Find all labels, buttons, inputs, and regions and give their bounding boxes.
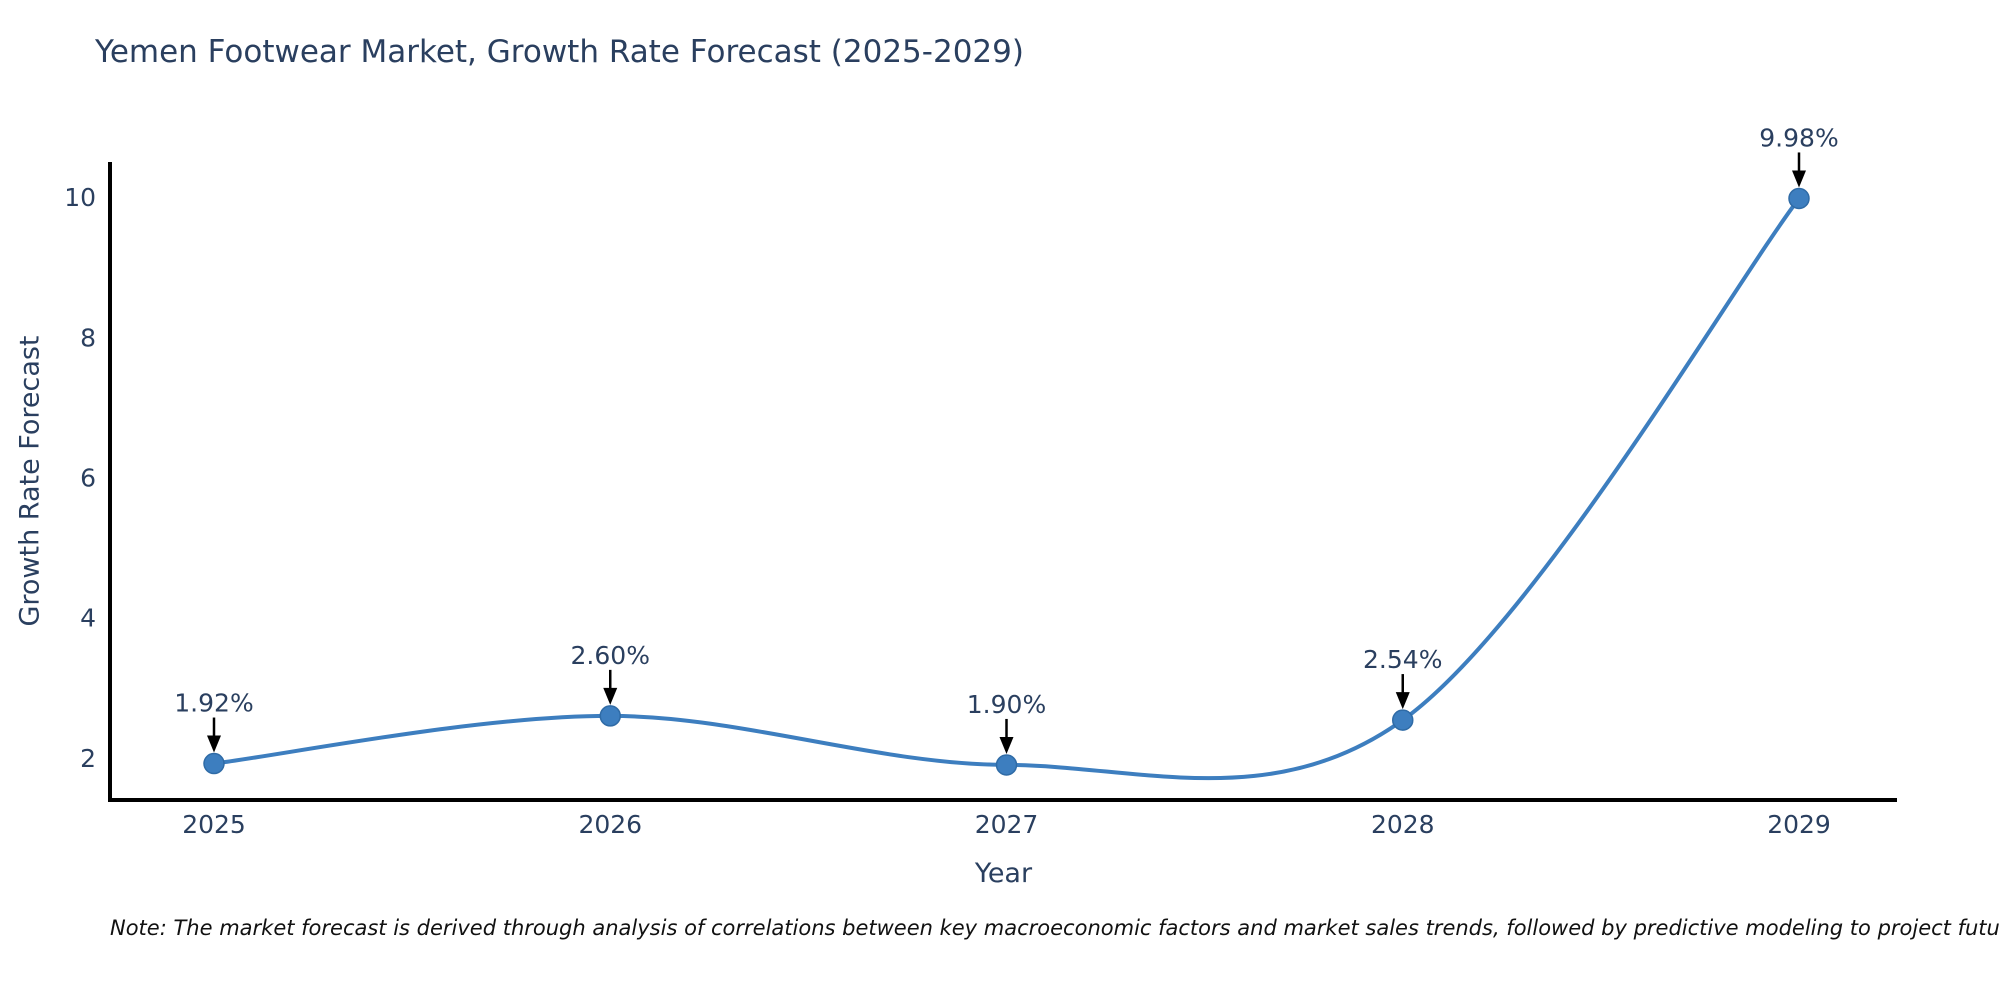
annotation-arrowhead-icon: [999, 736, 1014, 754]
data-point-marker[interactable]: [1392, 709, 1414, 731]
y-tick-label: 6: [80, 463, 96, 492]
y-tick-label: 4: [80, 604, 96, 633]
x-tick-label: 2026: [578, 810, 642, 839]
annotation-label: 2.60%: [571, 641, 650, 670]
y-tick-label: 10: [64, 183, 96, 212]
data-point-marker[interactable]: [599, 705, 621, 727]
forecast-line: [212, 196, 1801, 781]
annotation-label: 1.92%: [174, 689, 253, 718]
data-point-marker[interactable]: [203, 752, 225, 775]
y-tick-label: 2: [80, 744, 96, 773]
annotation-arrowhead-icon: [1395, 692, 1410, 710]
y-tick-label: 8: [80, 323, 96, 352]
data-point-marker[interactable]: [1788, 187, 1810, 210]
annotation-label: 1.90%: [967, 690, 1046, 719]
x-tick-label: 2028: [1371, 810, 1435, 839]
footnote: Note: The market forecast is derived thr…: [110, 916, 2000, 940]
annotation-arrowhead-icon: [1792, 170, 1806, 188]
x-tick-label: 2029: [1767, 810, 1831, 839]
annotation-arrowhead-icon: [603, 687, 618, 705]
annotation-label: 2.54%: [1363, 645, 1442, 674]
x-tick-label: 2025: [182, 810, 246, 839]
annotation-arrowhead-icon: [207, 735, 221, 753]
data-point-marker[interactable]: [995, 754, 1018, 776]
x-tick-label: 2027: [975, 810, 1039, 839]
x-axis-title: Year: [974, 858, 1033, 889]
chart-title: Yemen Footwear Market, Growth Rate Forec…: [95, 34, 1024, 70]
annotation-label: 9.98%: [1759, 123, 1838, 152]
